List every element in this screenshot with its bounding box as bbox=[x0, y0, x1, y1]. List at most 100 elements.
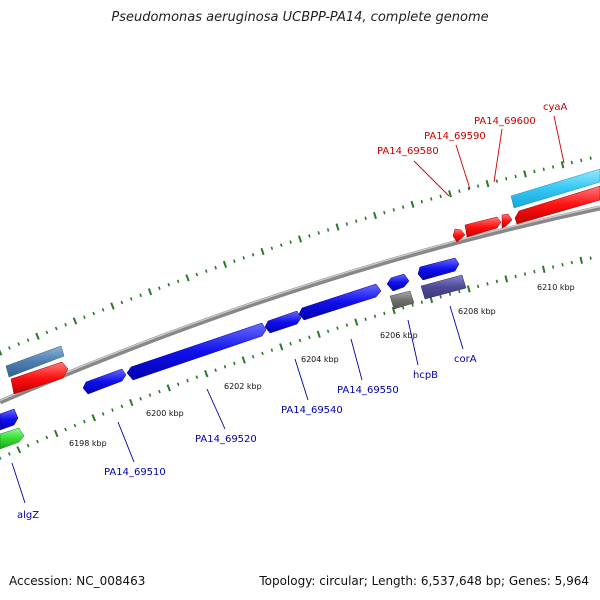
minor-tick bbox=[101, 412, 105, 416]
gene-arrow-blue-left[interactable] bbox=[0, 408, 19, 431]
gene-label-PA14_69580[interactable]: PA14_69580 bbox=[377, 146, 439, 157]
major-tick bbox=[410, 200, 415, 208]
scale-label-6200: 6200 kbp bbox=[146, 409, 184, 418]
genes-value: 5,964 bbox=[554, 574, 589, 588]
minor-tick bbox=[383, 210, 386, 215]
major-tick bbox=[16, 446, 22, 454]
minor-tick bbox=[439, 194, 442, 199]
minor-tick bbox=[336, 326, 339, 330]
accession-value: NC_008463 bbox=[76, 574, 146, 588]
gene-arrow-green-left[interactable] bbox=[0, 427, 25, 450]
minor-tick bbox=[401, 205, 405, 209]
scale-label-6204: 6204 kbp bbox=[301, 355, 339, 364]
minor-tick bbox=[251, 354, 255, 359]
minor-tick bbox=[261, 351, 264, 356]
gene-arrow-blue-3[interactable] bbox=[264, 310, 302, 334]
major-tick bbox=[560, 161, 565, 169]
minor-tick bbox=[167, 282, 171, 287]
minor-tick bbox=[7, 452, 11, 456]
major-tick bbox=[316, 330, 321, 338]
gene-block-gray[interactable] bbox=[389, 290, 415, 310]
gene-arrow-blue-5[interactable] bbox=[386, 273, 410, 292]
major-tick bbox=[448, 190, 452, 198]
minor-tick bbox=[0, 456, 2, 460]
minor-tick bbox=[298, 338, 302, 343]
minor-tick bbox=[214, 368, 217, 372]
minor-tick bbox=[523, 272, 527, 276]
minor-tick bbox=[204, 269, 208, 273]
gene-arrow-blue-2[interactable] bbox=[126, 322, 267, 381]
minor-tick bbox=[345, 222, 349, 226]
outer-tick-rail bbox=[0, 156, 592, 356]
gene-label-algZ[interactable]: algZ bbox=[17, 510, 39, 521]
major-tick bbox=[466, 285, 471, 293]
major-tick bbox=[0, 349, 3, 356]
minor-tick bbox=[92, 311, 96, 316]
gene-label-PA14_69590[interactable]: PA14_69590 bbox=[424, 131, 486, 142]
gene-block-steel[interactable] bbox=[5, 345, 65, 378]
minor-tick bbox=[505, 177, 508, 181]
minor-tick bbox=[476, 284, 480, 289]
gene-arrow-red-small-3[interactable] bbox=[501, 213, 513, 229]
minor-tick bbox=[83, 419, 86, 424]
minor-tick bbox=[195, 272, 199, 277]
minor-tick bbox=[279, 243, 283, 247]
gene-label-PA14_69600[interactable]: PA14_69600 bbox=[474, 116, 536, 127]
scale-label-6206: 6206 kbp bbox=[380, 331, 418, 340]
major-tick bbox=[241, 356, 246, 364]
minor-tick bbox=[561, 263, 564, 267]
minor-tick bbox=[8, 346, 11, 350]
gene-arrow-red-left[interactable] bbox=[10, 361, 69, 395]
accession-label: Accession: bbox=[9, 574, 73, 588]
major-tick bbox=[335, 223, 340, 231]
minor-tick bbox=[326, 228, 330, 232]
major-tick bbox=[391, 306, 396, 315]
minor-tick bbox=[308, 335, 311, 340]
gene-block-slate[interactable] bbox=[420, 274, 467, 300]
minor-tick bbox=[420, 199, 424, 204]
major-tick bbox=[222, 260, 228, 269]
minor-tick bbox=[186, 378, 189, 383]
genome-backbone bbox=[0, 205, 600, 405]
gene-arrow-red-small-1[interactable] bbox=[452, 228, 466, 243]
major-tick bbox=[579, 256, 583, 264]
minor-tick bbox=[401, 305, 405, 310]
minor-tick bbox=[64, 427, 67, 432]
gene-label-hcpB[interactable]: hcpB bbox=[413, 370, 438, 381]
major-tick bbox=[129, 398, 134, 407]
minor-tick bbox=[45, 330, 49, 335]
gene-arrow-blue-1[interactable] bbox=[82, 368, 127, 395]
length-value: 6,537,648 bp bbox=[420, 574, 501, 588]
gene-arrow-red-large[interactable] bbox=[514, 185, 600, 225]
minor-tick bbox=[73, 423, 77, 428]
minor-tick bbox=[139, 397, 142, 401]
gene-label-cyaA[interactable]: cyaA bbox=[543, 102, 568, 113]
minor-tick bbox=[373, 314, 377, 319]
gene-arrow-red-small-2[interactable] bbox=[464, 216, 502, 238]
gene-label-PA14_69510[interactable]: PA14_69510 bbox=[104, 467, 166, 478]
major-tick bbox=[53, 429, 59, 438]
minor-tick bbox=[542, 167, 545, 171]
genome-stats: Topology: circular; Length: 6,537,648 bp… bbox=[259, 574, 589, 588]
scale-label-6208: 6208 kbp bbox=[458, 307, 496, 316]
major-tick bbox=[354, 318, 359, 326]
gene-label-PA14_69550[interactable]: PA14_69550 bbox=[337, 385, 399, 396]
gene-arrow-blue-6[interactable] bbox=[417, 257, 460, 281]
gene-arrow-blue-4[interactable] bbox=[298, 283, 382, 321]
minor-tick bbox=[467, 186, 470, 191]
gene-label-PA14_69540[interactable]: PA14_69540 bbox=[281, 405, 343, 416]
minor-tick bbox=[448, 292, 452, 296]
major-tick bbox=[166, 384, 171, 392]
minor-tick bbox=[83, 315, 86, 319]
scale-label-6210: 6210 kbp bbox=[537, 283, 575, 292]
minor-tick bbox=[101, 308, 105, 312]
gene-label-PA14_69520[interactable]: PA14_69520 bbox=[195, 434, 257, 445]
minor-tick bbox=[458, 189, 461, 193]
cyaA-gene-arrow[interactable] bbox=[510, 168, 600, 209]
major-tick bbox=[373, 211, 377, 220]
minor-tick bbox=[355, 219, 358, 223]
scale-label-6198: 6198 kbp bbox=[69, 439, 107, 448]
minor-tick bbox=[195, 375, 199, 379]
gene-label-corA[interactable]: corA bbox=[454, 354, 477, 365]
